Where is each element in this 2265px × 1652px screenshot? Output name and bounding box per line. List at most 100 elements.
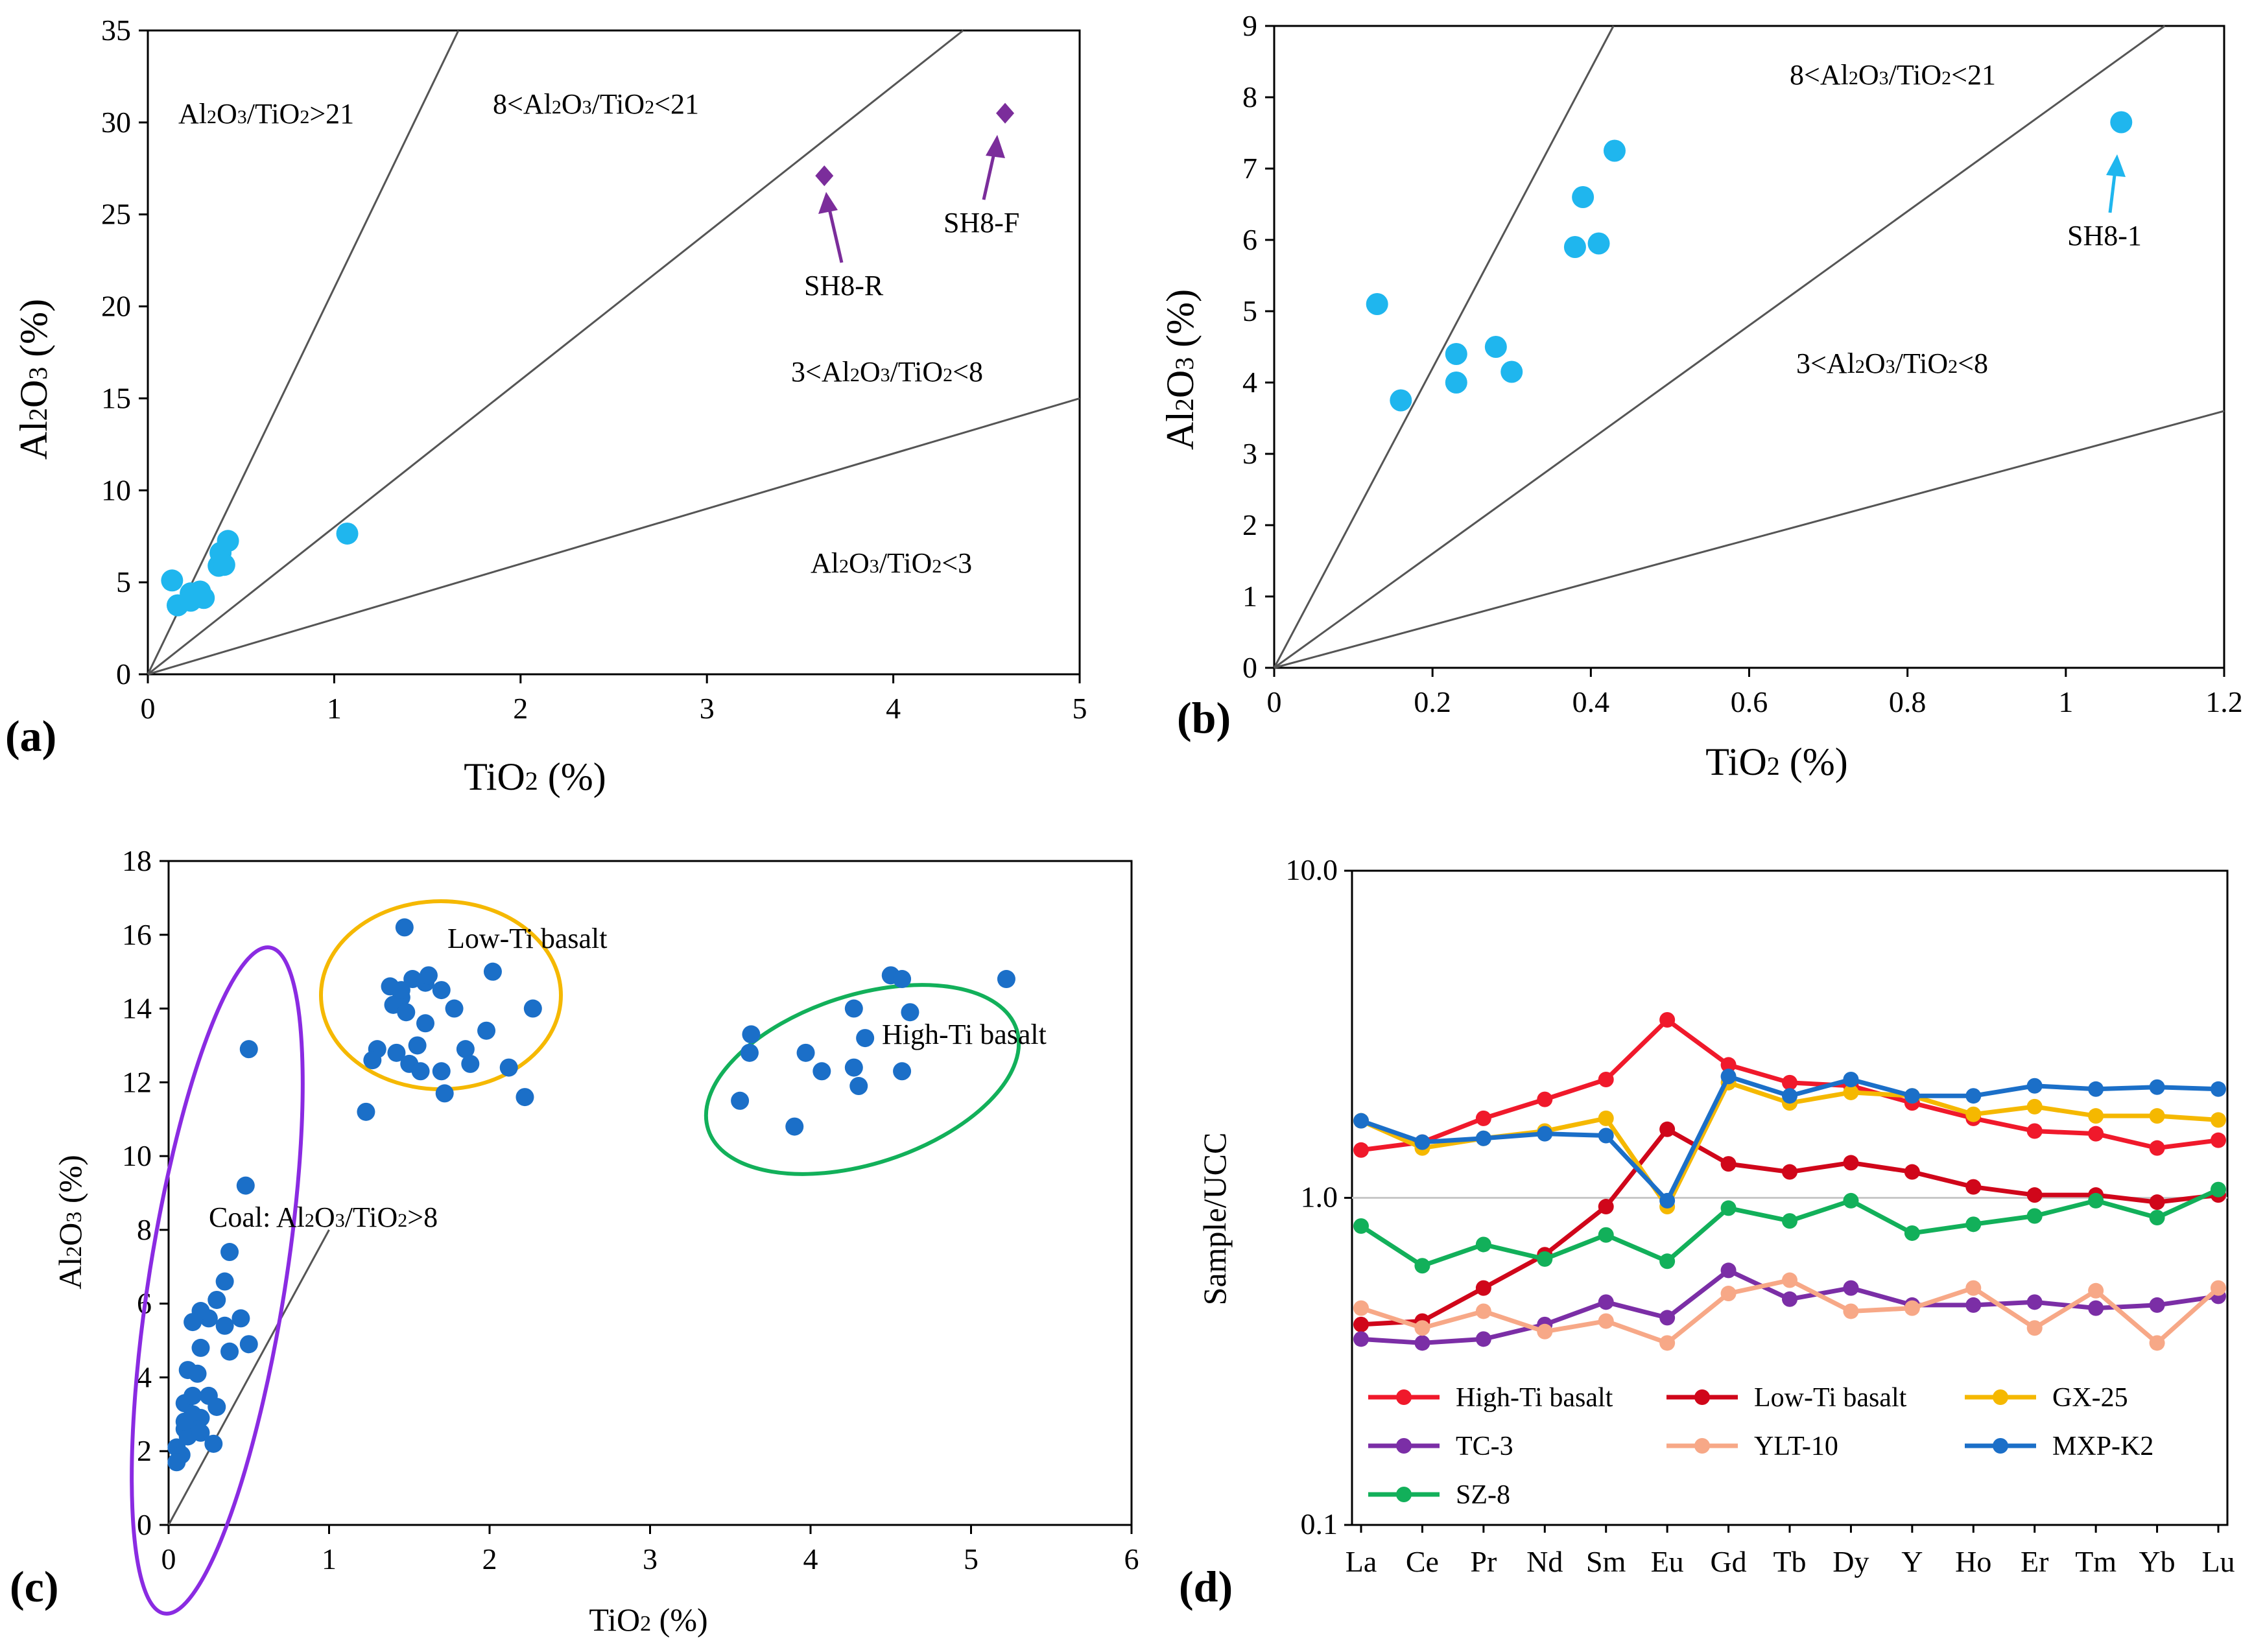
- panel-d-series-point: [1659, 1335, 1676, 1351]
- panel-c-point: [220, 1243, 239, 1262]
- panel-d-series-point: [1659, 1192, 1676, 1209]
- panel-b-point: [1445, 372, 1467, 394]
- panel-c-xtick-label: 2: [482, 1542, 497, 1575]
- panel-a-ytick-label: 30: [101, 106, 131, 139]
- panel-d-series-point: [1659, 1253, 1676, 1269]
- panel-d-series-point: [1537, 1251, 1553, 1267]
- panel-c-point: [523, 999, 542, 1018]
- panel-d-series-point: [1475, 1110, 1491, 1126]
- panel-d-series-point: [2149, 1335, 2165, 1351]
- panel-c-point: [220, 1342, 239, 1361]
- panel-b-ytick-label: 6: [1242, 223, 1257, 256]
- panel-b-ytick-label: 9: [1242, 9, 1257, 42]
- panel-c-xtick-label: 6: [1124, 1542, 1139, 1575]
- panel-d-series-point: [1659, 1012, 1676, 1028]
- panel-d-legend-label: YLT-10: [1754, 1432, 1838, 1461]
- panel-c-point: [208, 1397, 226, 1416]
- panel-d-series-point: [1782, 1164, 1797, 1180]
- panel-d-legend-label: Low-Ti basalt: [1754, 1383, 1907, 1413]
- panel-c-point: [184, 1313, 202, 1332]
- panel-c-point: [997, 970, 1015, 989]
- panel-d: 0.1 1.0 10.0 La Ce Pr Nd Sm Eu Gd Tb Dy Y Ho Er Tm Yb Lu…: [1179, 853, 2235, 1611]
- panel-c-ytick-label: 2: [137, 1434, 152, 1467]
- panel-d-series-point: [2026, 1294, 2043, 1310]
- panel-d-xtick-label: Gd: [1710, 1545, 1746, 1578]
- panel-c-point: [236, 1176, 255, 1195]
- panel-d-series-point: [2211, 1280, 2226, 1296]
- panel-c-label: (c): [10, 1562, 58, 1611]
- panel-c-point: [516, 1088, 534, 1107]
- panel-b: 0 1 2 3 4 5 6 7 8 9 0 0.2 0.4 0.6 0.8 1 1.2 8<Al2O3/TiO…: [1159, 9, 2243, 783]
- panel-a-diamond-point: [815, 165, 834, 187]
- panel-d-series-point: [2149, 1194, 2165, 1210]
- panel-c-point: [785, 1117, 804, 1136]
- panel-c-point: [231, 1309, 250, 1328]
- panel-d-series-point: [1720, 1262, 1737, 1279]
- panel-d-series-point: [1537, 1323, 1553, 1339]
- panel-c-xlabel: TiO2 (%): [589, 1601, 707, 1638]
- panel-d-series-point: [1475, 1303, 1491, 1319]
- panel-d-legend-marker: [1694, 1389, 1710, 1405]
- panel-d-series-point: [2211, 1132, 2226, 1148]
- panel-b-ratio-line: [1274, 410, 2225, 669]
- panel-d-series-point: [1353, 1113, 1369, 1129]
- panel-d-series-point: [1414, 1134, 1430, 1150]
- panel-c-point: [184, 1386, 202, 1405]
- panel-d-legend-label: MXP-K2: [2052, 1432, 2153, 1461]
- panel-d-series-point: [1904, 1225, 1920, 1241]
- panel-b-xtick-label: 0.4: [1572, 685, 1610, 718]
- panel-c-ytick-label: 18: [122, 844, 152, 877]
- panel-b-xtick-label: 0: [1267, 685, 1282, 718]
- panel-d-series-point: [1965, 1297, 1982, 1313]
- panel-c-point: [731, 1091, 750, 1110]
- panel-c-point: [893, 970, 912, 989]
- panel-b-point: [1366, 293, 1388, 315]
- panel-b-ytick-label: 4: [1242, 366, 1257, 399]
- panel-c-point: [392, 981, 410, 1000]
- panel-b-ytick-label: 1: [1242, 580, 1257, 613]
- panel-b-xlabel: TiO2 (%): [1705, 740, 1848, 783]
- panel-c-point: [204, 1434, 223, 1453]
- panel-a-region-label: Al2O3/TiO2>21: [178, 98, 354, 130]
- panel-b-ytick-label: 3: [1242, 437, 1257, 470]
- panel-d-xtick-label: Lu: [2201, 1545, 2235, 1578]
- panel-b-point: [1484, 336, 1507, 358]
- panel-d-xtick-label: Er: [2021, 1545, 2048, 1578]
- panel-c-xtick-label: 4: [803, 1542, 818, 1575]
- panel-a-arrow: [827, 206, 844, 263]
- panel-d-legend-marker: [1396, 1438, 1412, 1454]
- panel-d-series-point: [1904, 1300, 1920, 1316]
- panel-d-series-point: [1659, 1310, 1676, 1326]
- panel-c-point: [357, 1102, 375, 1121]
- panel-d-legend-marker: [1993, 1438, 2008, 1454]
- panel-a-arrowhead: [818, 192, 838, 214]
- panel-d-xtick-label: La: [1346, 1545, 1377, 1578]
- panel-d-series-point: [2149, 1297, 2165, 1313]
- panel-d-xtick-label: Nd: [1526, 1545, 1563, 1578]
- panel-c-point: [188, 1364, 207, 1383]
- panel-c-point: [387, 1043, 406, 1062]
- panel-b-label: (b): [1177, 693, 1231, 742]
- panel-a-region-label: 3<Al2O3/TiO2<8: [791, 356, 983, 388]
- panel-b-ylabel: Al2O3 (%): [1159, 289, 1202, 450]
- panel-c-ytick-label: 12: [122, 1065, 152, 1098]
- panel-d-legend-label: GX-25: [2052, 1383, 2128, 1413]
- panel-d-series-point: [2088, 1192, 2104, 1209]
- panel-d-series-point: [1537, 1091, 1553, 1107]
- panel-a-point: [217, 530, 239, 552]
- panel-d-ytick-label: 0.1: [1301, 1507, 1338, 1540]
- panel-d-series-point: [2149, 1140, 2165, 1156]
- panel-c-point: [901, 1003, 919, 1022]
- panel-d-series-point: [1782, 1272, 1797, 1288]
- panel-d-xtick-label: Y: [1901, 1545, 1923, 1578]
- panel-d-ylabel: Sample/UCC: [1196, 1133, 1233, 1306]
- panel-a-xtick-label: 1: [327, 692, 342, 725]
- panel-c-ratio-line: [167, 1229, 330, 1526]
- panel-b-region-label: 8<Al2O3/TiO2<21: [1790, 59, 1996, 91]
- panel-a-axes: [147, 29, 1081, 676]
- panel-c-point: [239, 1335, 258, 1354]
- panel-a-region-label: 8<Al2O3/TiO2<21: [493, 88, 699, 120]
- panel-c-group-label: High-Ti basalt: [882, 1019, 1047, 1050]
- panel-c-point: [416, 1014, 434, 1033]
